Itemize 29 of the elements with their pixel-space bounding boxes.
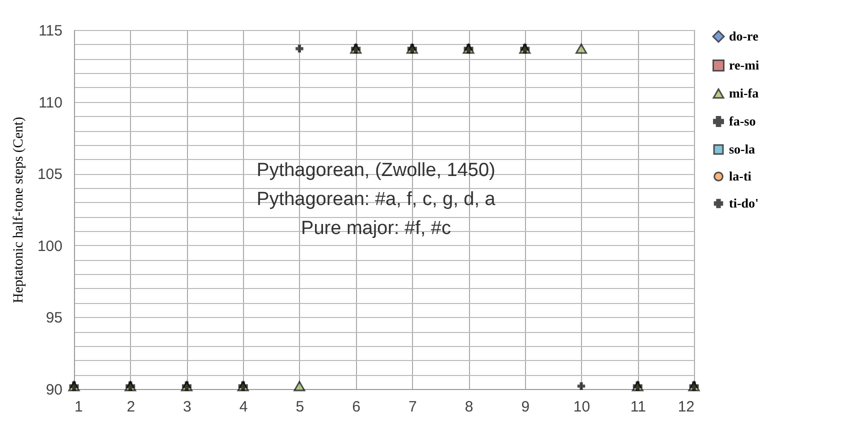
legend-label: re-mi [729,58,760,72]
legend-label: so-la [729,142,756,156]
annotation: Pure major: #f, #c [301,218,451,239]
x-tick-label: 3 [183,398,192,416]
legend-label: mi-fa [729,86,760,100]
y-tick-label: 110 [38,94,62,112]
x-tick-label: 11 [630,398,646,416]
x-tick-label: 7 [408,398,417,416]
x-tick-label: 8 [464,398,474,416]
y-tick-label: 105 [37,166,62,184]
y-tick-label: 115 [38,22,62,40]
x-tick-label: 5 [296,398,304,416]
x-tick-label: 9 [521,398,530,416]
x-tick-label: 1 [74,398,83,416]
y-tick-label: 100 [37,238,62,255]
y-tick-label: 90 [46,382,62,398]
x-tick-label: 6 [352,398,360,416]
y-axis-title: Heptatonic half-tone steps (Cent) [11,116,26,304]
x-tick-label: 2 [126,398,136,416]
y-tick-label: 95 [46,310,62,327]
legend-label: la-ti [729,168,752,184]
annotation: Pythagorean: #a, f, c, g, d, a [256,189,496,210]
x-tick-label: 10 [573,398,590,416]
legend-label: fa-so [729,114,756,128]
x-tick-label: 12 [678,398,694,416]
legend-label: ti-do' [729,196,759,210]
legend-label: do-re [729,28,759,44]
x-tick-label: 4 [239,398,248,416]
annotation: Pythagorean, (Zwolle, 1450) [256,160,496,181]
